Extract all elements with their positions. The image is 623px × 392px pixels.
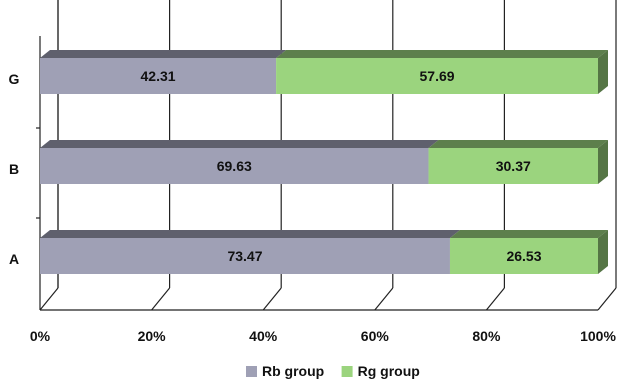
x-tick-label: 80% bbox=[472, 328, 501, 344]
legend-label: Rb group bbox=[262, 363, 324, 379]
x-axis-ticks: 0% 20% 40% 60% 80% 100% bbox=[30, 328, 617, 344]
legend-label: Rg group bbox=[358, 363, 420, 379]
legend-item-rg-group[interactable]: Rg group bbox=[341, 363, 420, 379]
x-tick-label: 60% bbox=[361, 328, 390, 344]
bar-value-label: 30.37 bbox=[496, 158, 531, 174]
floor-gridline bbox=[485, 287, 505, 311]
bars: 42.31 57.69 69.63 30.37 73.47 26.53 bbox=[40, 50, 608, 274]
category-label: B bbox=[9, 161, 19, 177]
floor-gridline bbox=[262, 287, 282, 311]
legend-swatch bbox=[341, 366, 353, 377]
bar-segment-b-rb-group bbox=[40, 140, 439, 184]
x-tick-label: 20% bbox=[138, 328, 167, 344]
bar-segment-a-rg-group bbox=[449, 230, 608, 274]
category-label: A bbox=[9, 251, 19, 267]
bar-segment-a-rb-group bbox=[40, 230, 460, 274]
bar-value-label: 69.63 bbox=[217, 158, 252, 174]
bar-segment-b-rg-group bbox=[428, 140, 608, 184]
legend[interactable]: Rb group Rg group bbox=[246, 363, 420, 379]
bar-value-label: 57.69 bbox=[420, 68, 455, 84]
bar-value-label: 26.53 bbox=[506, 248, 541, 264]
x-tick-label: 0% bbox=[30, 328, 51, 344]
floor-gridline bbox=[597, 287, 617, 311]
bar-value-label: 73.47 bbox=[227, 248, 262, 264]
x-tick-label: 100% bbox=[580, 328, 616, 344]
x-tick-label: 40% bbox=[249, 328, 278, 344]
floor-gridline bbox=[374, 287, 394, 311]
y-axis-categories: G B A bbox=[9, 71, 20, 267]
floor-gridline bbox=[39, 287, 59, 311]
bar-value-label: 42.31 bbox=[141, 68, 176, 84]
bar-segment-g-rb-group bbox=[40, 50, 287, 94]
bar-segment-g-rg-group bbox=[276, 50, 608, 94]
category-label: G bbox=[9, 71, 20, 87]
floor-gridline bbox=[151, 287, 171, 311]
legend-item-rb-group[interactable]: Rb group bbox=[246, 363, 324, 379]
legend-swatch bbox=[246, 366, 257, 377]
